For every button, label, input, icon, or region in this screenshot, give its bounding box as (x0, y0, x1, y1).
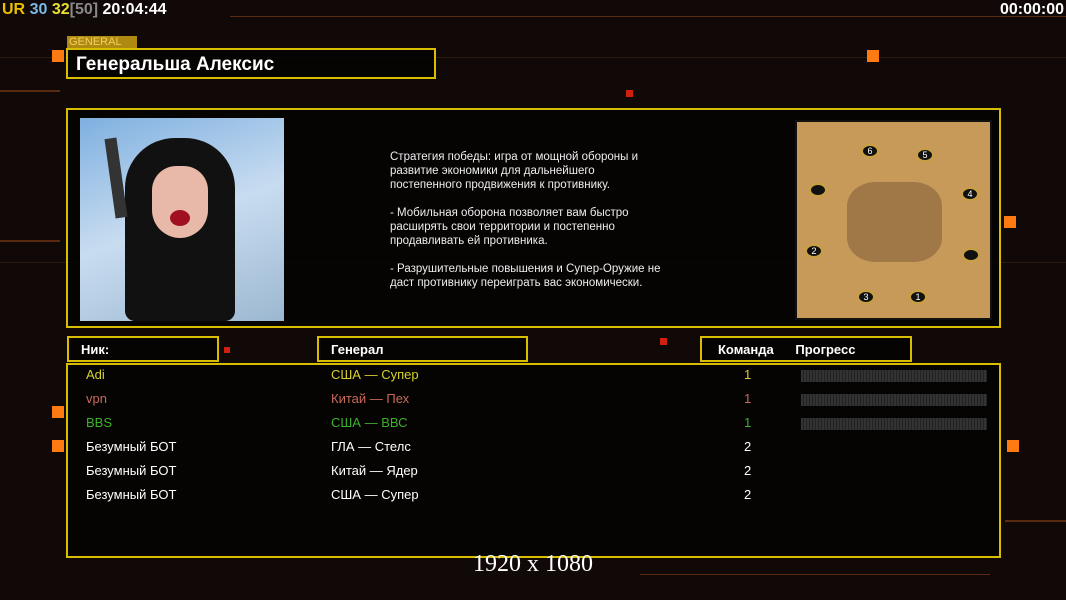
player-general[interactable]: ГЛА — Стелс (331, 439, 411, 454)
player-row[interactable]: Безумный БОТ Китай — Ядер 2 (68, 463, 999, 483)
map-slot-1[interactable]: 1 (909, 290, 927, 304)
strategy-description: Стратегия победы: игра от мощной обороны… (390, 151, 661, 289)
player-team[interactable]: 2 (744, 463, 752, 478)
player-row[interactable]: Безумный БОТ ГЛА — Стелс 2 (68, 439, 999, 459)
player-general[interactable]: США — ВВС (331, 415, 408, 430)
player-general[interactable]: Китай — Ядер (331, 463, 418, 478)
hud-num1: 30 (29, 1, 48, 18)
map-slot-3[interactable]: 3 (857, 290, 875, 304)
hud-clock: 20:04:44 (102, 1, 167, 18)
player-nick: Безумный БОТ (86, 487, 177, 502)
player-team[interactable]: 2 (744, 487, 752, 502)
player-team[interactable]: 1 (744, 415, 752, 430)
hud-num2: 32 (51, 1, 70, 18)
general-portrait (80, 118, 284, 321)
player-nick: BBS (86, 415, 113, 430)
map-slot-5[interactable]: 5 (916, 148, 934, 162)
player-nick: Безумный БОТ (86, 439, 177, 454)
header-nick: Ник: (67, 336, 219, 362)
player-team[interactable]: 1 (744, 367, 752, 382)
players-table: Adi США — Супер 1 vpn Китай — Пех 1 BBS СШ… (66, 363, 1001, 558)
resolution-label: 1920 x 1080 (473, 551, 593, 577)
player-team[interactable]: 1 (744, 391, 752, 406)
game-timer: 00:00:00 (999, 1, 1064, 18)
player-row[interactable]: vpn Китай — Пех 1 (68, 391, 999, 411)
general-info-panel: Стратегия победы: игра от мощной обороны… (66, 108, 1001, 328)
player-progress-bar (801, 418, 987, 430)
player-progress-bar (801, 370, 987, 382)
header-team: Команда (718, 342, 774, 357)
player-row[interactable]: Adi США — Супер 1 (68, 367, 999, 387)
general-label: GENERAL (67, 36, 137, 48)
map-slot-4[interactable]: 4 (961, 187, 979, 201)
player-nick: vpn (86, 391, 107, 406)
player-general[interactable]: Китай — Пех (331, 391, 410, 406)
header-general: Генерал (317, 336, 528, 362)
map-slot-2[interactable]: 2 (805, 244, 823, 258)
player-nick: Безумный БОТ (86, 463, 177, 478)
player-general[interactable]: США — Супер (331, 367, 419, 382)
player-general[interactable]: США — Супер (331, 487, 419, 502)
map-preview[interactable]: 6 5 4 2 3 1 (795, 120, 992, 320)
hud-ur: UR (2, 1, 26, 18)
player-row[interactable]: BBS США — ВВС 1 (68, 415, 999, 435)
hud-stats: UR 30 32[50] 20:04:44 (2, 1, 167, 19)
player-team[interactable]: 2 (744, 439, 752, 454)
player-row[interactable]: Безумный БОТ США — Супер 2 (68, 487, 999, 507)
header-progress: Прогресс (795, 342, 856, 357)
map-slot-empty[interactable] (962, 248, 980, 262)
player-progress-bar (801, 394, 987, 406)
hud-num3: [50] (69, 1, 99, 18)
map-slot-6[interactable]: 6 (861, 144, 879, 158)
map-slot-empty[interactable] (809, 183, 827, 197)
general-title: Генеральша Алексис (66, 48, 436, 79)
player-nick: Adi (86, 367, 105, 382)
header-team-progress: Команда Прогресс (700, 336, 912, 362)
